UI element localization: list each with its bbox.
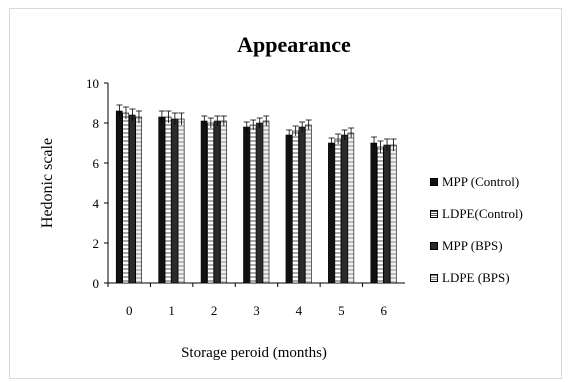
x-tick-label: 5 (338, 303, 345, 318)
x-tick-label: 6 (381, 303, 388, 318)
y-tick-label: 0 (93, 276, 100, 291)
y-tick-label: 2 (93, 236, 100, 251)
bar (262, 120, 270, 284)
y-tick-label: 10 (86, 76, 99, 91)
bar (341, 134, 348, 284)
bar (298, 126, 306, 284)
x-tick-label: 1 (168, 303, 175, 318)
legend-swatch (430, 210, 438, 218)
bar (171, 118, 178, 284)
legend-label: MPP (Control) (442, 174, 520, 189)
legend-item: MPP (Control) (430, 166, 566, 198)
legend-swatch (430, 274, 438, 282)
chart-frame (9, 8, 562, 379)
bar (115, 110, 123, 284)
y-tick-label: 8 (93, 116, 100, 131)
bar (213, 120, 221, 284)
bar (200, 120, 208, 284)
x-tick-label: 2 (211, 303, 218, 318)
legend-label: LDPE(Control) (442, 206, 523, 221)
x-tick-label: 0 (126, 303, 133, 318)
legend: MPP (Control) LDPE(Control) MPP (BPS) LDPE … (430, 166, 566, 294)
bar (249, 124, 257, 284)
legend-item: LDPE (BPS) (430, 262, 566, 294)
bar (347, 132, 355, 284)
x-tick-label: 4 (296, 303, 303, 318)
bar (207, 122, 214, 284)
bar (158, 116, 165, 284)
bar (383, 144, 391, 284)
bar (376, 146, 384, 284)
bar (128, 114, 136, 284)
bar (334, 138, 342, 284)
bar (389, 144, 397, 284)
chart-title: Appearance (237, 32, 351, 57)
x-tick-label: 3 (253, 303, 260, 318)
bar (122, 112, 130, 284)
legend-swatch (430, 178, 438, 186)
legend-item: LDPE(Control) (430, 198, 566, 230)
y-axis-label: Hedonic scale (39, 138, 56, 228)
legend-label: LDPE (BPS) (442, 270, 510, 285)
bar (285, 134, 293, 284)
legend-label: MPP (BPS) (442, 238, 503, 253)
y-tick-label: 6 (93, 156, 100, 171)
bar (370, 142, 378, 284)
x-axis-label: Storage peroid (months) (181, 345, 327, 361)
bar (164, 116, 172, 284)
bar (220, 120, 227, 284)
bar (305, 124, 312, 284)
bar (243, 126, 250, 284)
bar (135, 116, 143, 284)
legend-item: MPP (BPS) (430, 230, 566, 262)
bar (177, 118, 185, 284)
bar (292, 130, 299, 284)
legend-swatch (430, 242, 438, 250)
y-tick-label: 4 (93, 196, 100, 211)
bar (328, 142, 335, 284)
bar (256, 122, 263, 284)
